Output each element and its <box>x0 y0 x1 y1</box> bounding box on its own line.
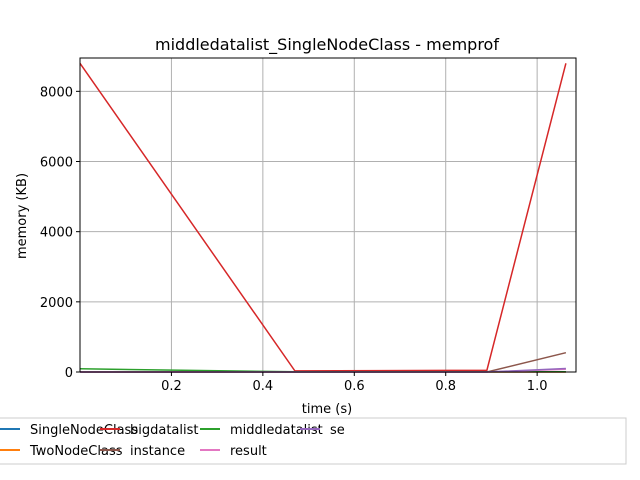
legend: SingleNodeClass TwoNodeClass bigdatalist in… <box>0 417 627 465</box>
y-tick-label: 0 <box>65 366 73 381</box>
legend-label: instance <box>130 444 185 459</box>
legend-label: bigdatalist <box>130 423 199 438</box>
legend-label: result <box>230 444 267 459</box>
x-tick-label: 1.0 <box>527 379 548 394</box>
y-tick-label: 2000 <box>40 296 73 311</box>
legend-label: SingleNodeClass <box>30 423 138 438</box>
chart-title: middledatalist_SingleNodeClass - memprof <box>155 35 499 55</box>
y-axis-title: memory (KB) <box>15 173 30 259</box>
grid-lines <box>80 58 576 373</box>
legend-label: TwoNodeClass <box>29 444 123 459</box>
x-tick-label: 0.6 <box>344 379 365 394</box>
plot-area-frame <box>79 57 577 373</box>
legend-item-singlenodeclass: SingleNodeClass <box>0 423 138 438</box>
legend-item-twonodeclass: TwoNodeClass <box>0 444 123 459</box>
legend-item-middledatalist: middledatalist <box>200 423 323 438</box>
legend-label: se <box>330 423 345 438</box>
series-line-bigdatalist <box>79 62 567 372</box>
legend-item-se: se <box>300 423 345 438</box>
y-axis-ticks: 0 2000 4000 6000 8000 <box>40 85 80 381</box>
x-tick-label: 0.2 <box>161 379 182 394</box>
legend-label: middledatalist <box>230 423 323 438</box>
legend-item-result: result <box>200 444 267 459</box>
y-tick-label: 8000 <box>40 85 73 100</box>
legend-item-instance: instance <box>100 444 185 459</box>
legend-frame <box>0 417 627 465</box>
series-lines <box>79 62 567 373</box>
x-axis-ticks: 0.2 0.4 0.6 0.8 1.0 <box>161 372 547 394</box>
y-tick-label: 6000 <box>40 155 73 170</box>
x-tick-label: 0.4 <box>253 379 274 394</box>
legend-item-bigdatalist: bigdatalist <box>100 423 199 438</box>
y-tick-label: 4000 <box>40 226 73 241</box>
x-axis-title: time (s) <box>302 402 352 417</box>
x-tick-label: 0.8 <box>435 379 456 394</box>
